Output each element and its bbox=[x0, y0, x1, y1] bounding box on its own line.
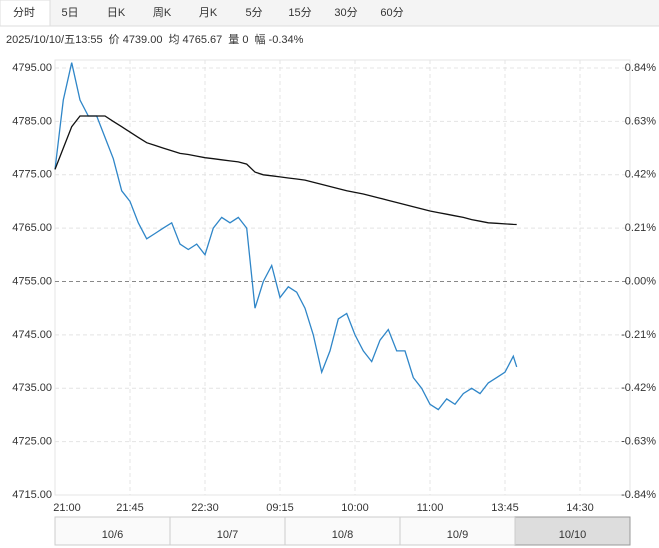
y-tick-label: 4745.00 bbox=[12, 329, 52, 341]
x-tick-label: 10:00 bbox=[341, 502, 369, 514]
x-tick-label: 09:15 bbox=[266, 502, 294, 514]
y2-tick-label: 0.84% bbox=[625, 62, 656, 74]
navigator-date: 10/9 bbox=[447, 529, 468, 541]
y2-tick-label: -0.84% bbox=[621, 489, 656, 501]
info-text: 幅 -0.34% bbox=[254, 33, 303, 46]
y2-tick-label: -0.21% bbox=[621, 329, 656, 341]
x-tick-label: 21:00 bbox=[53, 502, 81, 514]
tab[interactable]: 日K bbox=[107, 7, 126, 19]
navigator-date: 10/10 bbox=[559, 529, 587, 541]
y-tick-label: 4755.00 bbox=[12, 275, 52, 287]
tab[interactable]: 周K bbox=[153, 6, 172, 19]
x-tick-label: 11:00 bbox=[417, 502, 444, 514]
tab[interactable]: 30分 bbox=[334, 6, 357, 19]
navigator-date: 10/7 bbox=[217, 529, 238, 541]
y-tick-label: 4765.00 bbox=[12, 222, 52, 234]
y-tick-label: 4735.00 bbox=[12, 382, 52, 394]
x-tick-label: 13:45 bbox=[491, 502, 519, 514]
y-tick-label: 4795.00 bbox=[12, 62, 52, 74]
series-line bbox=[54, 115, 517, 226]
tab[interactable]: 5日 bbox=[61, 7, 78, 19]
y2-tick-label: 0.42% bbox=[625, 169, 656, 181]
x-tick-label: 21:45 bbox=[116, 502, 144, 514]
y-tick-label: 4785.00 bbox=[12, 115, 52, 127]
x-tick-label: 14:30 bbox=[566, 502, 594, 514]
y2-tick-label: 0.21% bbox=[625, 222, 656, 234]
info-text: 量 0 bbox=[228, 33, 248, 46]
info-text: 2025/10/10/五13:55 bbox=[6, 34, 103, 46]
y2-tick-label: 0.63% bbox=[625, 115, 656, 127]
info-text: 均 4765.67 bbox=[168, 33, 222, 46]
tab-selected[interactable] bbox=[0, 0, 51, 27]
y2-tick-label: -0.42% bbox=[621, 382, 656, 394]
tab[interactable]: 60分 bbox=[380, 6, 403, 19]
plot-frame bbox=[54, 59, 631, 496]
tab[interactable]: 15分 bbox=[288, 6, 311, 19]
navigator-date: 10/6 bbox=[102, 529, 123, 541]
navigator-date: 10/8 bbox=[332, 529, 353, 541]
tab[interactable]: 月K bbox=[199, 7, 218, 19]
series-line bbox=[54, 62, 518, 411]
tab-bar bbox=[0, 0, 659, 26]
y2-tick-label: -0.63% bbox=[621, 436, 656, 448]
y-tick-label: 4715.00 bbox=[12, 489, 52, 501]
tab[interactable]: 5分 bbox=[245, 6, 262, 19]
navigator-window[interactable] bbox=[514, 516, 631, 546]
y-tick-label: 4725.00 bbox=[12, 436, 52, 448]
info-text: 价 4739.00 bbox=[109, 33, 163, 46]
y2-tick-label: 0.00% bbox=[625, 275, 656, 287]
y-tick-label: 4775.00 bbox=[12, 169, 52, 181]
tab[interactable]: 分时 bbox=[13, 6, 35, 19]
x-tick-label: 22:30 bbox=[191, 502, 219, 514]
